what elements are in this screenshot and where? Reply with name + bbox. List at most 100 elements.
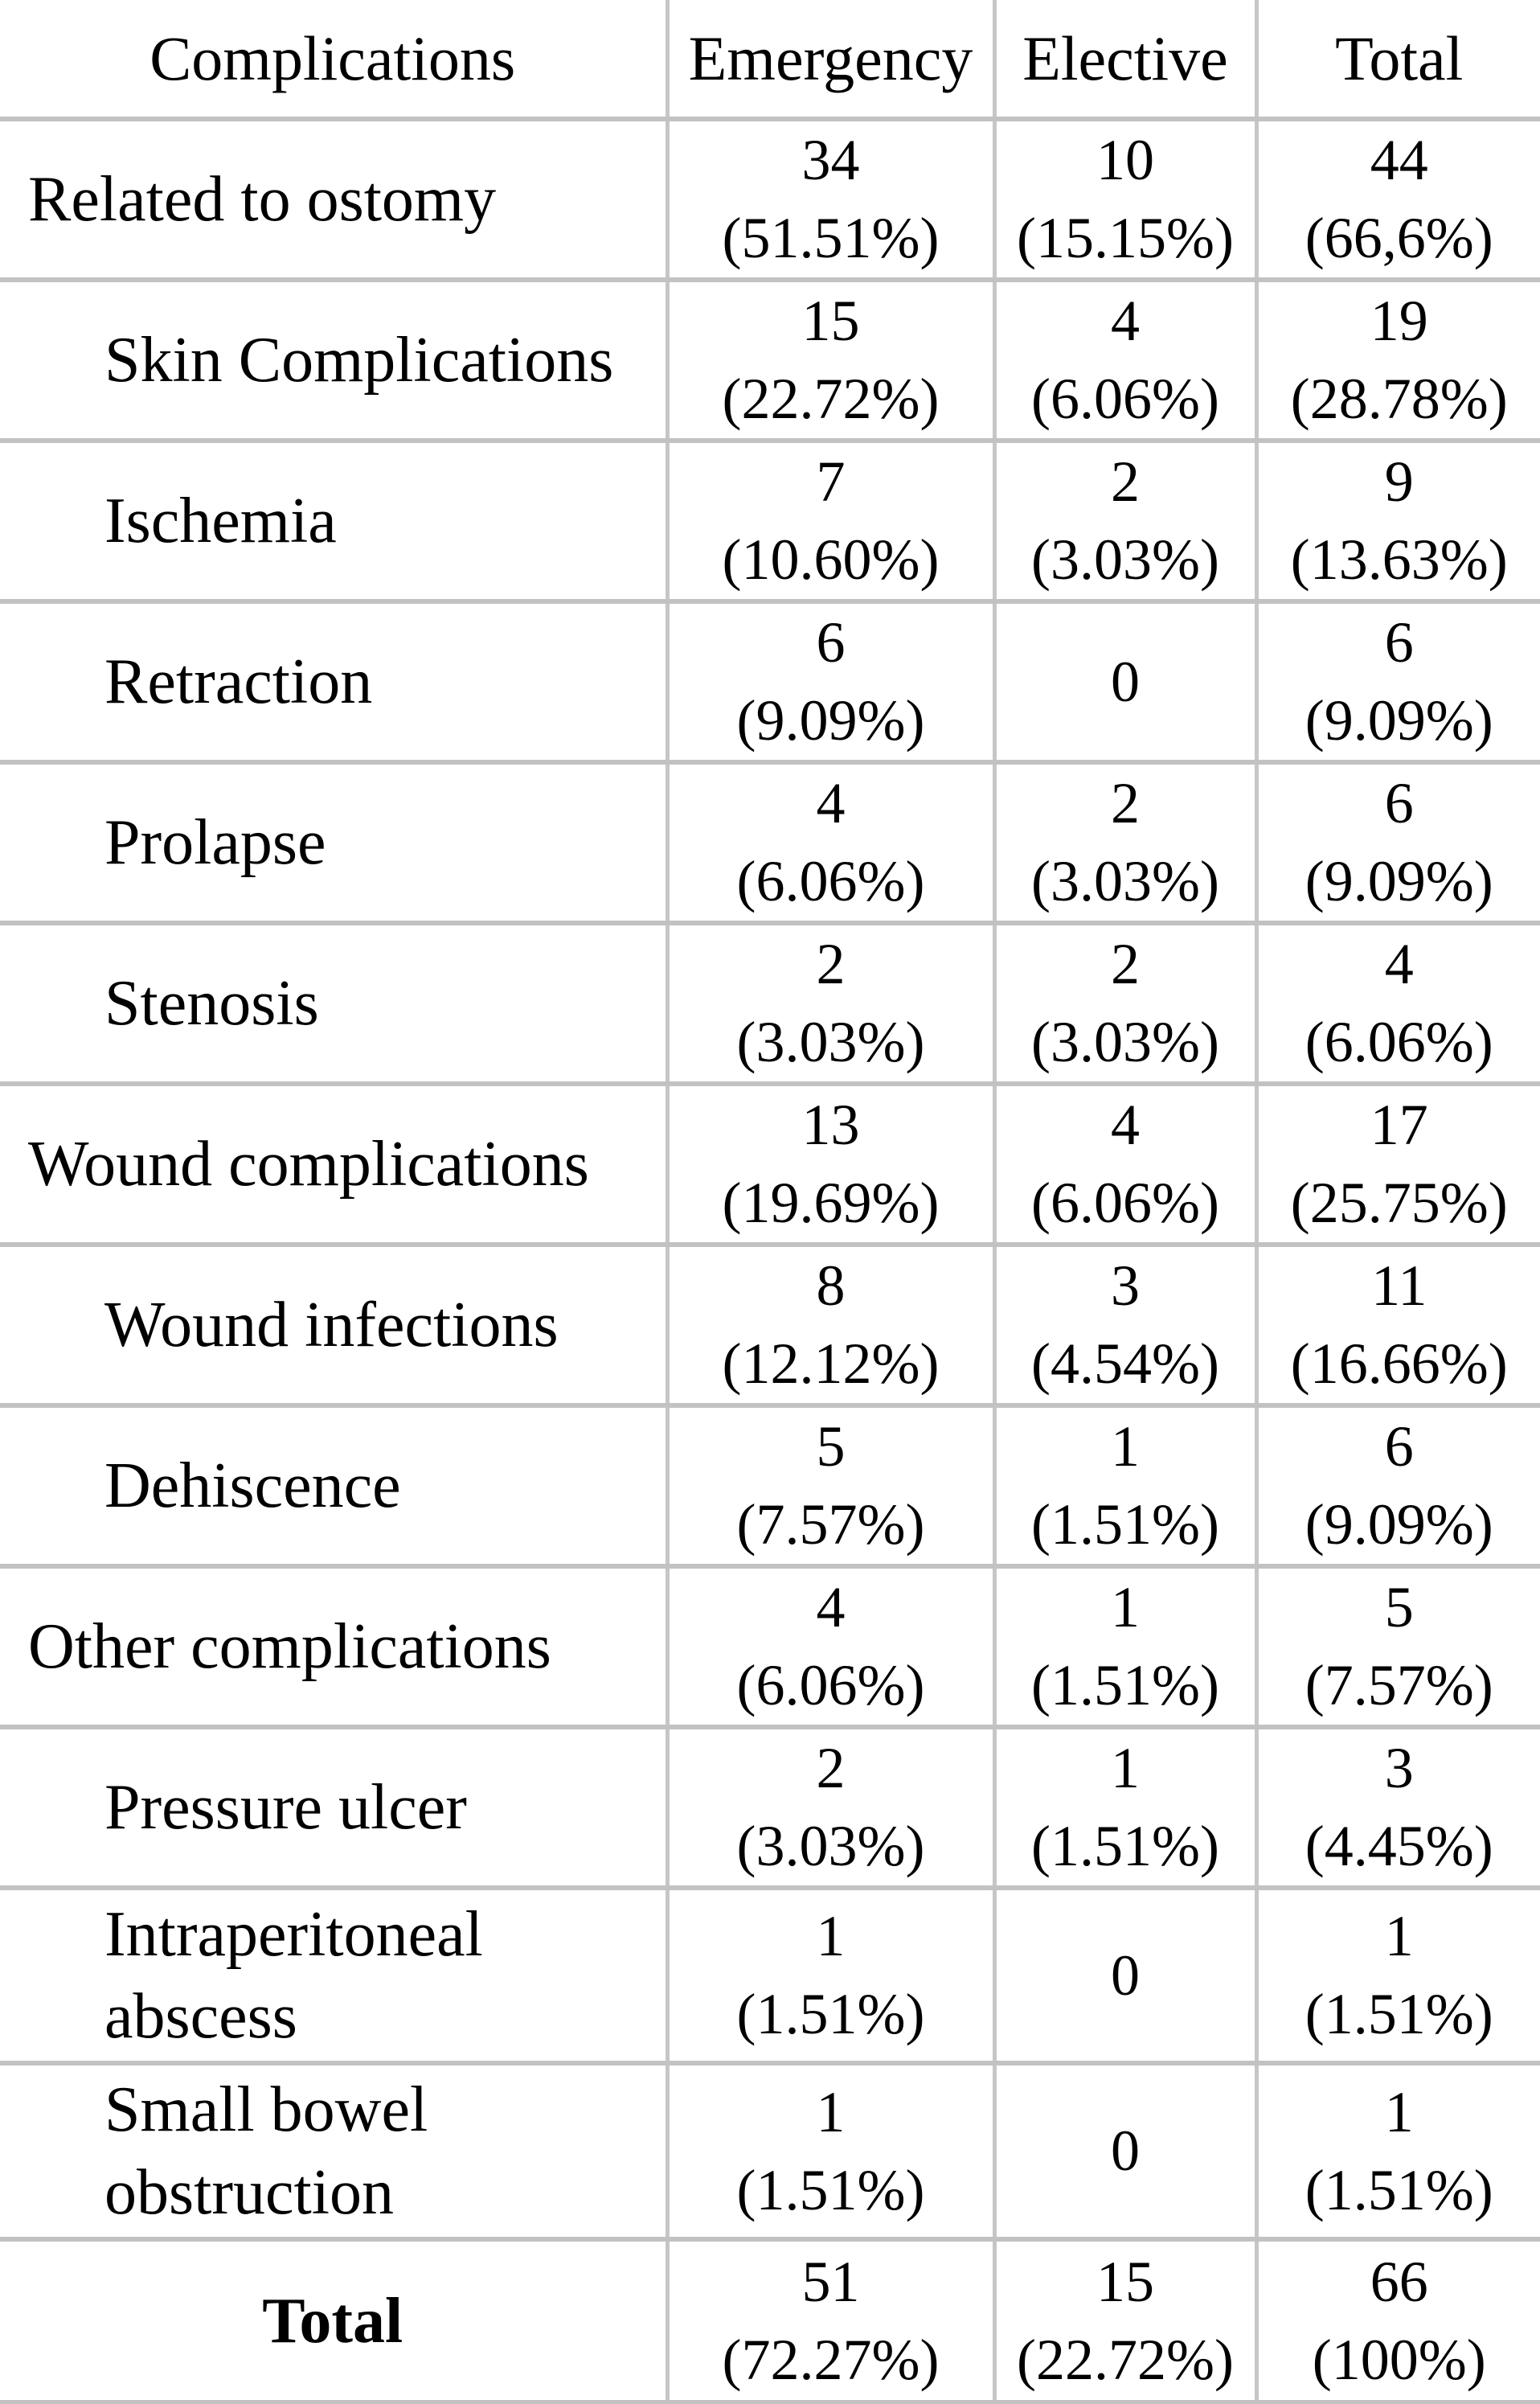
cell-emergency: 4 (6.06%) bbox=[665, 1566, 994, 1729]
header-total: Total bbox=[1254, 0, 1540, 121]
count-value: 1 bbox=[1111, 1575, 1140, 1639]
cell-elective: 2 (3.03%) bbox=[992, 923, 1256, 1086]
count-value: 5 bbox=[816, 1414, 846, 1479]
cell-label: Ischemia bbox=[0, 441, 667, 604]
count-value: 1 bbox=[1384, 1904, 1414, 1968]
count-value: 10 bbox=[1096, 128, 1154, 192]
pct-value: (1.51%) bbox=[1304, 1982, 1493, 2046]
cell-label: Prolapse bbox=[0, 762, 667, 925]
pct-value: (7.57%) bbox=[736, 1492, 925, 1557]
pct-value: (4.54%) bbox=[1031, 1331, 1219, 1396]
pct-value: (3.03%) bbox=[736, 1010, 925, 1074]
cell-total: 11 (16.66%) bbox=[1254, 1245, 1540, 1408]
cell-label: Small bowel obstruction bbox=[0, 2063, 667, 2242]
pct-value: (3.03%) bbox=[1031, 527, 1219, 592]
row-prolapse: Prolapse 4 (6.06%) 2 (3.03%) 6 (9.09%) bbox=[0, 762, 1540, 925]
pct-value: (3.03%) bbox=[1031, 849, 1219, 913]
cell-label: Intraperitoneal abscess bbox=[0, 1888, 667, 2066]
cell-elective: 2 (3.03%) bbox=[992, 762, 1256, 925]
pct-value: (100%) bbox=[1312, 2327, 1486, 2392]
cell-total: 66 (100%) bbox=[1254, 2239, 1540, 2404]
count-value: 2 bbox=[1111, 449, 1140, 514]
cell-label: Dehiscence bbox=[0, 1405, 667, 1569]
count-value: 4 bbox=[816, 1575, 846, 1639]
row-wound-complications: Wound complications 13 (19.69%) 4 (6.06%… bbox=[0, 1084, 1540, 1247]
count-value: 2 bbox=[1111, 932, 1140, 996]
cell-emergency: 34 (51.51%) bbox=[665, 119, 994, 282]
cell-label: Wound infections bbox=[0, 1245, 667, 1408]
count-value: 6 bbox=[1384, 610, 1414, 675]
count-value: 1 bbox=[816, 2079, 846, 2144]
count-value: 1 bbox=[1111, 1414, 1140, 1479]
cell-label: Stenosis bbox=[0, 923, 667, 1086]
cell-emergency: 13 (19.69%) bbox=[665, 1084, 994, 1247]
count-value: 19 bbox=[1370, 289, 1428, 353]
pct-value: (22.72%) bbox=[722, 367, 940, 431]
count-value: 0 bbox=[1111, 2119, 1140, 2183]
pct-value: (9.09%) bbox=[736, 688, 925, 753]
count-value: 8 bbox=[816, 1253, 846, 1318]
pct-value: (3.03%) bbox=[736, 1814, 925, 1878]
pct-value: (9.09%) bbox=[1304, 849, 1493, 913]
count-value: 3 bbox=[1111, 1253, 1140, 1318]
row-pressure-ulcer: Pressure ulcer 2 (3.03%) 1 (1.51%) 3 (4.… bbox=[0, 1727, 1540, 1890]
pct-value: (6.06%) bbox=[736, 1653, 925, 1717]
cell-total: 9 (13.63%) bbox=[1254, 441, 1540, 604]
pct-value: (12.12%) bbox=[722, 1331, 940, 1396]
cell-emergency: 6 (9.09%) bbox=[665, 601, 994, 765]
row-intraperitoneal-abscess: Intraperitoneal abscess 1 (1.51%) 0 1 (1… bbox=[0, 1888, 1540, 2066]
cell-emergency: 5 (7.57%) bbox=[665, 1405, 994, 1569]
cell-emergency: 1 (1.51%) bbox=[665, 2063, 994, 2242]
pct-value: (1.51%) bbox=[736, 1982, 925, 2046]
count-value: 1 bbox=[1384, 2079, 1414, 2144]
count-value: 1 bbox=[1111, 1736, 1140, 1800]
cell-elective: 10 (15.15%) bbox=[992, 119, 1256, 282]
cell-elective: 0 bbox=[992, 601, 1256, 765]
cell-total: 17 (25.75%) bbox=[1254, 1084, 1540, 1247]
pct-value: (9.09%) bbox=[1304, 1492, 1493, 1557]
cell-elective: 4 (6.06%) bbox=[992, 1084, 1256, 1247]
count-value: 17 bbox=[1370, 1093, 1428, 1157]
row-dehiscence: Dehiscence 5 (7.57%) 1 (1.51%) 6 (9.09%) bbox=[0, 1405, 1540, 1569]
row-small-bowel-obstruction: Small bowel obstruction 1 (1.51%) 0 1 (1… bbox=[0, 2063, 1540, 2242]
cell-emergency: 1 (1.51%) bbox=[665, 1888, 994, 2066]
cell-elective: 1 (1.51%) bbox=[992, 1405, 1256, 1569]
cell-total: 6 (9.09%) bbox=[1254, 762, 1540, 925]
pct-value: (10.60%) bbox=[722, 527, 940, 592]
cell-emergency: 8 (12.12%) bbox=[665, 1245, 994, 1408]
cell-elective: 15 (22.72%) bbox=[992, 2239, 1256, 2404]
cell-label: Total bbox=[0, 2239, 667, 2404]
pct-value: (3.03%) bbox=[1031, 1010, 1219, 1074]
cell-label: Related to ostomy bbox=[0, 119, 667, 282]
pct-value: (66,6%) bbox=[1304, 206, 1493, 270]
cell-elective: 3 (4.54%) bbox=[992, 1245, 1256, 1408]
pct-value: (1.51%) bbox=[1304, 2157, 1493, 2222]
row-other-complications: Other complications 4 (6.06%) 1 (1.51%) … bbox=[0, 1566, 1540, 1729]
count-value: 7 bbox=[816, 449, 846, 514]
cell-emergency: 15 (22.72%) bbox=[665, 280, 994, 443]
count-value: 11 bbox=[1371, 1253, 1427, 1318]
count-value: 6 bbox=[816, 610, 846, 675]
row-retraction: Retraction 6 (9.09%) 0 6 (9.09%) bbox=[0, 601, 1540, 765]
count-value: 4 bbox=[1111, 1093, 1140, 1157]
count-value: 5 bbox=[1384, 1575, 1414, 1639]
pct-value: (15.15%) bbox=[1017, 206, 1234, 270]
cell-elective: 2 (3.03%) bbox=[992, 441, 1256, 604]
row-stenosis: Stenosis 2 (3.03%) 2 (3.03%) 4 (6.06%) bbox=[0, 923, 1540, 1086]
pct-value: (72.27%) bbox=[722, 2327, 940, 2392]
header-elective: Elective bbox=[992, 0, 1256, 121]
pct-value: (51.51%) bbox=[722, 206, 940, 270]
count-value: 2 bbox=[1111, 771, 1140, 835]
cell-total: 6 (9.09%) bbox=[1254, 1405, 1540, 1569]
cell-label: Retraction bbox=[0, 601, 667, 765]
count-value: 3 bbox=[1384, 1736, 1414, 1800]
count-value: 4 bbox=[1111, 289, 1140, 353]
pct-value: (19.69%) bbox=[722, 1171, 940, 1235]
cell-elective: 4 (6.06%) bbox=[992, 280, 1256, 443]
count-value: 4 bbox=[816, 771, 846, 835]
pct-value: (6.06%) bbox=[1304, 1010, 1493, 1074]
cell-label: Skin Complications bbox=[0, 280, 667, 443]
count-value: 2 bbox=[816, 1736, 846, 1800]
cell-label: Other complications bbox=[0, 1566, 667, 1729]
pct-value: (22.72%) bbox=[1017, 2327, 1234, 2392]
